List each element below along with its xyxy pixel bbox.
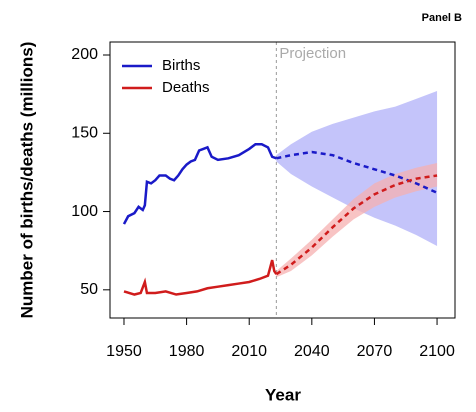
projection-label: Projection: [279, 45, 346, 62]
x-tick-label: 2070: [357, 343, 393, 360]
x-tick-label: 2010: [231, 343, 267, 360]
x-tick-label: 1950: [106, 343, 142, 360]
y-axis-label: Number of births/deaths (millions): [17, 42, 36, 319]
plot-frame: [109, 41, 456, 319]
y-tick-label: 50: [80, 281, 98, 298]
legend-label: Births: [162, 57, 200, 74]
legend-label: Deaths: [162, 79, 210, 96]
panel-label: Panel B: [422, 12, 462, 24]
series-line: [275, 174, 438, 276]
x-tick-label: 2100: [419, 343, 455, 360]
y-tick-label: 200: [71, 46, 98, 63]
y-tick-label: 100: [71, 203, 98, 220]
series-line: [122, 142, 277, 225]
series-line: [123, 259, 278, 296]
y-tick-label: 150: [71, 124, 98, 141]
uncertainty-band: [276, 163, 438, 278]
x-tick-label: 1980: [169, 343, 205, 360]
x-axis-label: Year: [265, 385, 301, 404]
x-tick-label: 2040: [294, 343, 330, 360]
uncertainty-band: [276, 91, 438, 246]
